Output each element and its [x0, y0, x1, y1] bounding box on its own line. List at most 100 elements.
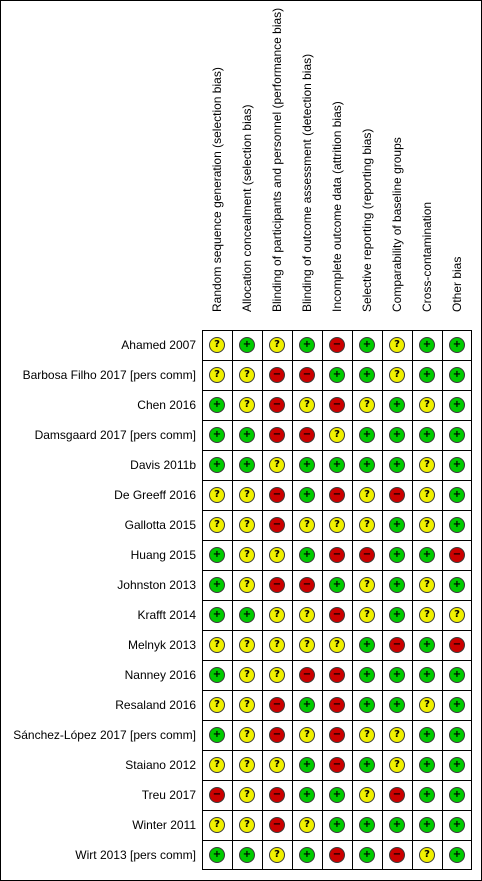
rating-cell: ?	[412, 450, 442, 480]
rating-cell: +	[382, 660, 412, 690]
risk-low-icon: +	[359, 337, 375, 353]
rating-cell: +	[442, 330, 472, 360]
grid-row-divider	[203, 720, 471, 721]
rating-cell: ?	[412, 510, 442, 540]
rating-cell: +	[412, 660, 442, 690]
risk-unclear-icon: ?	[209, 637, 225, 653]
risk-low-icon: +	[209, 547, 225, 563]
rating-cell: +	[412, 750, 442, 780]
grid-row-divider	[203, 630, 471, 631]
risk-unclear-icon: ?	[209, 337, 225, 353]
risk-low-icon: +	[239, 427, 255, 443]
risk-unclear-icon: ?	[389, 727, 405, 743]
risk-unclear-icon: ?	[239, 817, 255, 833]
risk-low-icon: +	[209, 667, 225, 683]
risk-unclear-icon: ?	[419, 607, 435, 623]
risk-low-icon: +	[359, 367, 375, 383]
rating-cell: +	[232, 330, 262, 360]
risk-unclear-icon: ?	[239, 697, 255, 713]
rating-cell: +	[232, 840, 262, 870]
risk-high-icon: −	[329, 847, 345, 863]
risk-high-icon: −	[329, 547, 345, 563]
risk-low-icon: +	[239, 337, 255, 353]
grid-row-divider	[203, 840, 471, 841]
rating-cell: −	[262, 420, 292, 450]
rating-cell: ?	[232, 750, 262, 780]
rating-cell: +	[292, 690, 322, 720]
rating-cell: +	[442, 690, 472, 720]
risk-unclear-icon: ?	[389, 367, 405, 383]
risk-high-icon: −	[269, 397, 285, 413]
risk-unclear-icon: ?	[359, 397, 375, 413]
rating-cell: −	[322, 480, 352, 510]
grid-row-divider	[203, 690, 471, 691]
rating-cell: −	[262, 360, 292, 390]
rating-cell: ?	[262, 450, 292, 480]
rating-cell: +	[202, 570, 232, 600]
risk-high-icon: −	[359, 547, 375, 563]
risk-unclear-icon: ?	[239, 547, 255, 563]
risk-high-icon: −	[299, 667, 315, 683]
risk-unclear-icon: ?	[299, 607, 315, 623]
risk-low-icon: +	[209, 727, 225, 743]
grid-row-divider	[203, 600, 471, 601]
rating-cell: ?	[232, 630, 262, 660]
study-label: Chen 2016	[137, 398, 196, 412]
rating-cell: −	[262, 720, 292, 750]
grid-row-divider	[203, 660, 471, 661]
rating-cell: +	[202, 420, 232, 450]
rating-cell: −	[322, 660, 352, 690]
domain-header: Blinding of participants and personnel (…	[262, 8, 292, 326]
risk-high-icon: −	[269, 427, 285, 443]
risk-unclear-icon: ?	[239, 757, 255, 773]
rating-cell: −	[262, 690, 292, 720]
risk-unclear-icon: ?	[329, 427, 345, 443]
rating-cell: ?	[262, 630, 292, 660]
rating-cell: +	[292, 450, 322, 480]
risk-unclear-icon: ?	[419, 847, 435, 863]
rating-cell: ?	[412, 480, 442, 510]
rating-cell: +	[232, 420, 262, 450]
risk-unclear-icon: ?	[239, 517, 255, 533]
risk-low-icon: +	[239, 607, 255, 623]
risk-high-icon: −	[269, 727, 285, 743]
risk-unclear-icon: ?	[269, 337, 285, 353]
rating-cell: +	[412, 720, 442, 750]
rating-cell: +	[352, 450, 382, 480]
risk-unclear-icon: ?	[209, 367, 225, 383]
risk-unclear-icon: ?	[359, 787, 375, 803]
risk-unclear-icon: ?	[359, 727, 375, 743]
rating-cell: +	[442, 840, 472, 870]
study-label: Treu 2017	[141, 788, 196, 802]
grid-row-divider	[203, 750, 471, 751]
risk-low-icon: +	[449, 787, 465, 803]
risk-low-icon: +	[389, 547, 405, 563]
risk-low-icon: +	[389, 577, 405, 593]
rating-cell: ?	[262, 600, 292, 630]
rating-cell: ?	[442, 600, 472, 630]
risk-high-icon: −	[329, 337, 345, 353]
rating-cell: +	[382, 420, 412, 450]
risk-high-icon: −	[389, 847, 405, 863]
risk-of-bias-grid: ? +? + − +? + +?? − − + +? + + +? −? −? +? + + + − −? + + + + + +? +…	[202, 330, 472, 870]
risk-low-icon: +	[419, 637, 435, 653]
risk-unclear-icon: ?	[239, 397, 255, 413]
rating-cell: ?	[202, 630, 232, 660]
risk-low-icon: +	[329, 577, 345, 593]
risk-unclear-icon: ?	[269, 757, 285, 773]
risk-high-icon: −	[389, 787, 405, 803]
risk-low-icon: +	[329, 457, 345, 473]
rating-cell: +	[292, 480, 322, 510]
rating-cell: ?	[232, 570, 262, 600]
risk-low-icon: +	[389, 607, 405, 623]
rating-cell: ?	[412, 690, 442, 720]
rating-cell: +	[202, 390, 232, 420]
risk-unclear-icon: ?	[299, 517, 315, 533]
rating-cell: −	[262, 480, 292, 510]
risk-low-icon: +	[449, 697, 465, 713]
domain-header-label: Random sequence generation (selection bi…	[210, 67, 224, 312]
domain-header: Allocation concealment (selection bias)	[232, 8, 262, 326]
risk-high-icon: −	[329, 757, 345, 773]
rating-cell: ?	[292, 390, 322, 420]
rating-cell: ?	[352, 780, 382, 810]
